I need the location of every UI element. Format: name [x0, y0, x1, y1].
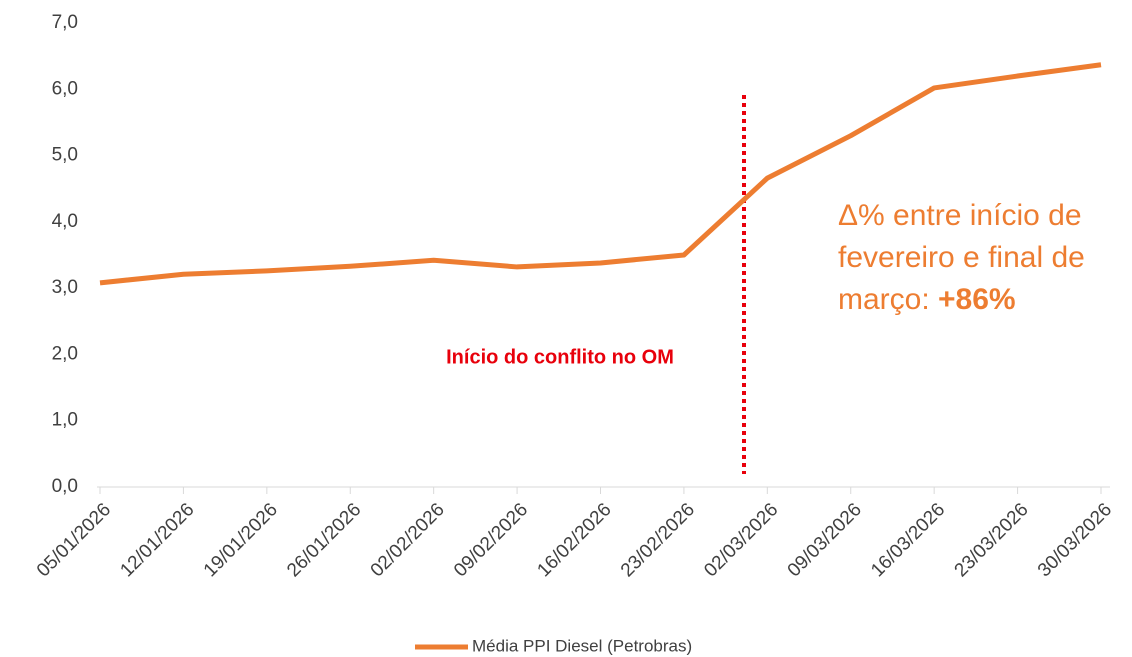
x-tick-label: 26/01/2026: [283, 499, 365, 581]
x-tick-label: 02/02/2026: [367, 499, 449, 581]
y-tick-label: 5,0: [52, 145, 78, 166]
x-tick-label: 12/01/2026: [116, 499, 198, 581]
x-tick-label: 02/03/2026: [700, 499, 782, 581]
x-tick-label: 30/03/2026: [1034, 499, 1116, 581]
delta-line: março:: [838, 283, 938, 316]
event-label: Início do conflito no OM: [446, 346, 674, 368]
x-tick-label: 09/02/2026: [450, 499, 532, 581]
x-tick-label: 23/03/2026: [951, 499, 1033, 581]
data-line: [99, 62, 1102, 286]
y-tick-label: 4,0: [52, 211, 78, 232]
delta-line: março: +86%: [838, 283, 1016, 316]
y-tick-label: 6,0: [52, 78, 78, 99]
delta-line: fevereiro e final de: [838, 241, 1085, 274]
x-tick-label: 23/02/2026: [617, 499, 699, 581]
x-tick-label: 05/01/2026: [33, 499, 115, 581]
x-tick-label: 09/03/2026: [784, 499, 866, 581]
delta-value: +86%: [938, 283, 1016, 316]
y-tick-label: 0,0: [52, 476, 78, 497]
delta-line: Δ% entre início de: [838, 199, 1082, 232]
y-tick-label: 2,0: [52, 343, 78, 364]
y-tick-label: 3,0: [52, 277, 78, 298]
legend-label: Média PPI Diesel (Petrobras): [472, 636, 692, 655]
y-tick-label: 7,0: [52, 12, 78, 33]
x-tick-label: 19/01/2026: [200, 499, 282, 581]
y-tick-label: 1,0: [52, 410, 78, 431]
x-tick-label: 16/03/2026: [867, 499, 949, 581]
x-tick-label: 16/02/2026: [533, 499, 615, 581]
